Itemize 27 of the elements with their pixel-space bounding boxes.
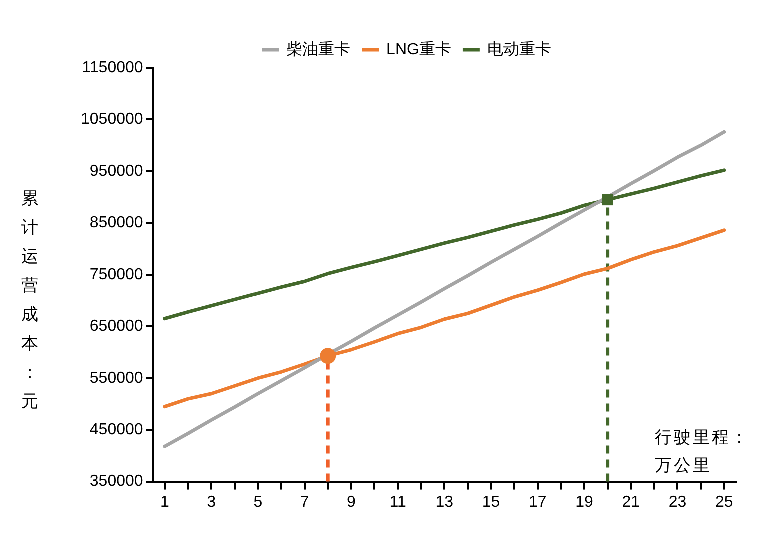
x-tick-label: 21 [622,494,640,511]
y-axis-title: 累计运营成本：元 [20,188,40,414]
y-tick-label: 650000 [90,318,144,336]
x-tick-label: 19 [576,494,594,511]
x-tick-label: 11 [390,494,406,511]
legend-label: LNG重卡 [386,40,452,58]
y-tick-label: 1150000 [82,59,144,76]
y-tick-label: 350000 [90,473,144,490]
x-tick-label: 3 [207,494,216,511]
x-tick-label: 5 [254,494,263,511]
x-tick-label: 7 [300,494,310,511]
x-tick-label: 25 [715,494,734,511]
legend-label: 电动重卡 [487,40,552,58]
x-tick-label: 17 [528,494,547,511]
x-tick-label: 15 [482,494,500,511]
y-tick-label: 1050000 [80,111,144,128]
x-axis-title: 行驶里程：万公里 [655,427,751,478]
y-tick-label: 450000 [90,421,144,438]
x-tick-label: 9 [346,494,356,511]
x-tick-label: 23 [668,494,687,511]
y-tick-label: 750000 [90,266,144,284]
y-tick-label: 850000 [90,214,144,232]
legend-label: 柴油重卡 [286,40,351,58]
y-tick-label: 950000 [90,162,144,180]
x-tick-label: 1 [160,494,170,511]
y-tick-label: 550000 [90,370,144,387]
x-tick-label: 13 [436,494,454,511]
